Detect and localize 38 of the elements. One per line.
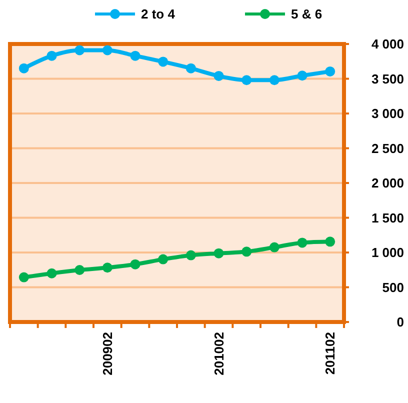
point (325, 236, 336, 247)
y-tick-label: 2 000 (371, 176, 404, 191)
point (297, 70, 308, 81)
point (214, 70, 224, 81)
y-tick-label: 500 (382, 280, 404, 295)
point (186, 63, 196, 74)
point (130, 50, 140, 61)
point (186, 250, 196, 260)
point (130, 259, 140, 270)
point (74, 45, 85, 56)
point (297, 238, 308, 248)
point (18, 272, 29, 282)
x-tick-label: 200902 (100, 332, 115, 376)
y-tick-label: 0 (396, 314, 404, 330)
point (46, 268, 57, 278)
point (158, 254, 168, 264)
point (325, 66, 336, 76)
point (102, 45, 112, 56)
point (269, 242, 280, 252)
point (102, 262, 112, 273)
y-tick-label: 3 000 (371, 106, 404, 122)
y-tick-label: 4 000 (371, 36, 404, 52)
point (18, 63, 29, 74)
point (74, 265, 85, 276)
point (242, 246, 252, 257)
point (214, 248, 224, 258)
point (269, 75, 280, 86)
y-tick-label: 3 500 (371, 71, 404, 86)
y-tick-label: 1 000 (371, 245, 404, 260)
x-tick-label: 201102 (322, 332, 338, 375)
point (46, 50, 57, 61)
legend-label: 2 to 4 (141, 6, 176, 22)
y-tick-label: 1 500 (371, 210, 404, 226)
legend-label: 5 & 6 (291, 6, 322, 22)
point (242, 75, 252, 86)
y-tick-label: 2 500 (371, 140, 404, 156)
x-tick-label: 201002 (211, 332, 226, 376)
point (158, 56, 168, 67)
